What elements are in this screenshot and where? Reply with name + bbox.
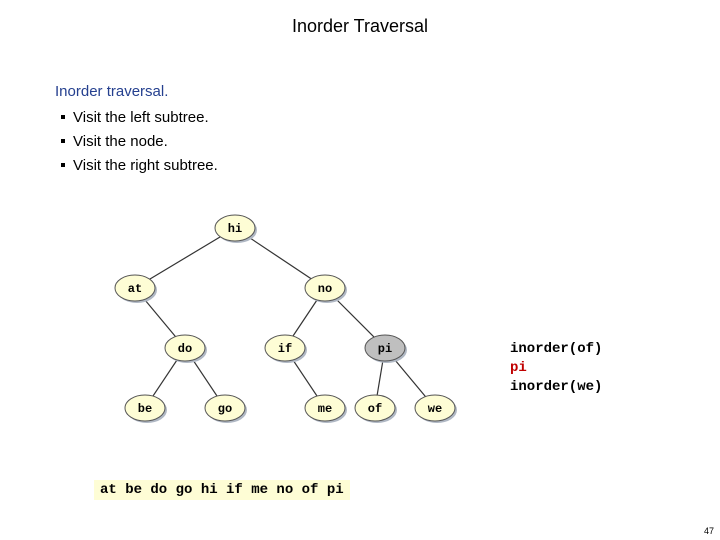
sidecode-line: inorder(of) [510,340,602,359]
tree-node-of: of [355,395,397,423]
bullet-lead: Inorder traversal. [55,80,218,104]
svg-text:be: be [138,402,152,416]
bullet-item: Visit the node. [73,130,218,154]
svg-text:do: do [178,342,192,356]
svg-text:hi: hi [228,222,242,236]
svg-text:no: no [318,282,332,296]
tree-node-we: we [415,395,457,423]
sidecode-line: pi [510,359,602,378]
tree-node-be: be [125,395,167,423]
svg-text:me: me [318,402,332,416]
tree-node-if: if [265,335,307,363]
bullet-item: Visit the left subtree. [73,106,218,130]
svg-text:of: of [368,402,382,416]
tree-node-hi: hi [215,215,257,243]
svg-text:pi: pi [378,342,392,356]
tree-node-go: go [205,395,247,423]
svg-text:at: at [128,282,142,296]
svg-text:if: if [278,342,292,356]
page-number: 47 [704,526,714,536]
tree-node-do: do [165,335,207,363]
tree-node-no: no [305,275,347,303]
tree-diagram: hi at no do if pi be go me of we [55,210,485,440]
svg-text:we: we [428,402,442,416]
tree-svg: hi at no do if pi be go me of we [55,210,485,440]
side-code: inorder(of)piinorder(we) [510,340,602,397]
bullet-item: Visit the right subtree. [73,154,218,178]
page-title: Inorder Traversal [0,16,720,37]
tree-node-me: me [305,395,347,423]
trace-output: at be do go hi if me no of pi [94,480,350,500]
tree-node-pi: pi [365,335,407,363]
sidecode-line: inorder(we) [510,378,602,397]
svg-text:go: go [218,402,232,416]
bullet-block: Inorder traversal. Visit the left subtre… [55,80,218,178]
